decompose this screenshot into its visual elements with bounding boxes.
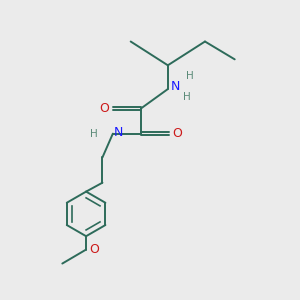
Text: H: H [90,129,98,139]
Text: N: N [113,126,123,139]
Text: O: O [173,127,183,140]
Text: O: O [100,102,110,115]
Text: N: N [171,80,180,93]
Text: O: O [89,243,99,256]
Text: H: H [186,71,194,81]
Text: H: H [183,92,191,101]
